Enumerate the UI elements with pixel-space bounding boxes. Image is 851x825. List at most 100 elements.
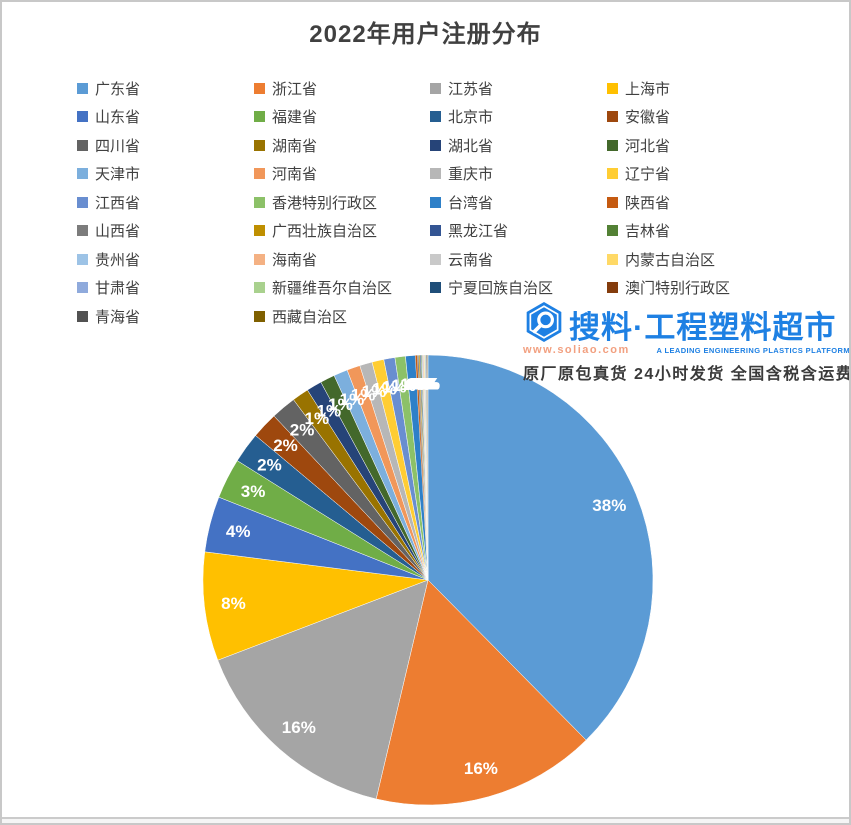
- legend-item[interactable]: 内蒙古自治区: [607, 249, 715, 269]
- legend-label: 河南省: [272, 166, 318, 183]
- legend-item[interactable]: 陕西省: [607, 192, 670, 212]
- legend-item[interactable]: 西藏自治区: [254, 306, 347, 326]
- legend-label: 云南省: [448, 251, 494, 269]
- legend-label: 山东省: [95, 109, 141, 126]
- legend-label: 陕西省: [625, 194, 671, 212]
- legend-item[interactable]: 台湾省: [430, 192, 493, 212]
- legend-label: 江苏省: [448, 80, 494, 98]
- legend-swatch-icon: [77, 225, 88, 236]
- legend-swatch-icon: [254, 253, 265, 265]
- legend-swatch-icon: [607, 253, 618, 265]
- legend-item[interactable]: 云南省: [430, 249, 493, 269]
- legend-item[interactable]: 浙江省: [254, 78, 317, 98]
- legend-item[interactable]: 青海省: [77, 306, 140, 326]
- legend-swatch-icon: [607, 111, 618, 122]
- legend-label: 山西省: [95, 223, 141, 240]
- legend-label: 福建省: [272, 109, 318, 126]
- watermark-brand-text: 搜料·工程塑料超市: [569, 309, 837, 345]
- legend-label: 四川省: [95, 137, 141, 155]
- legend-swatch-icon: [77, 196, 88, 208]
- pie-data-label: 1%: [317, 402, 342, 421]
- legend-item[interactable]: 重庆市: [430, 164, 493, 184]
- legend-item[interactable]: 湖南省: [254, 135, 317, 155]
- legend-item[interactable]: 山西省: [77, 221, 140, 241]
- soliao-watermark: 搜料·工程塑料超市 www.soliao.com A LEADING ENGIN…: [523, 301, 850, 384]
- legend-label: 内蒙古自治区: [625, 251, 716, 269]
- legend-swatch-icon: [607, 225, 618, 236]
- legend-swatch-icon: [430, 139, 441, 151]
- pie-chart: 38%16%16%8%4%3%2%2%2%1%1%1%1%1%1%1%1%1%1…: [202, 354, 654, 806]
- legend-label: 香港特别行政区: [272, 194, 378, 212]
- legend-item[interactable]: 福建省: [254, 107, 317, 127]
- legend-swatch-icon: [430, 225, 441, 236]
- legend-item[interactable]: 贵州省: [77, 249, 140, 269]
- pie-data-label: 1%: [382, 377, 407, 396]
- legend-item[interactable]: 宁夏回族自治区: [430, 278, 553, 298]
- legend-item[interactable]: 河南省: [254, 164, 317, 184]
- pie-data-label: 2%: [257, 455, 282, 474]
- watermark-tagline: A LEADING ENGINEERING PLASTICS PLATFORM: [656, 346, 850, 355]
- pie-slice[interactable]: [202, 551, 429, 661]
- legend-label: 西藏自治区: [272, 308, 348, 326]
- legend-item[interactable]: 海南省: [254, 249, 317, 269]
- legend-item[interactable]: 北京市: [430, 107, 493, 127]
- pie-data-label: 0%: [415, 375, 440, 394]
- pie-data-label: 2%: [290, 420, 315, 439]
- pie-data-label: 0%: [409, 375, 434, 394]
- legend-label: 重庆市: [448, 166, 494, 183]
- pie-data-label: 0%: [411, 375, 436, 394]
- legend-swatch-icon: [254, 310, 265, 322]
- legend-label: 辽宁省: [625, 166, 671, 183]
- legend-item[interactable]: 广西壮族自治区: [254, 221, 377, 241]
- pie-data-label: 0%: [410, 375, 435, 394]
- legend-label: 吉林省: [625, 223, 671, 240]
- legend-swatch-icon: [607, 139, 618, 151]
- legend-item[interactable]: 湖北省: [430, 135, 493, 155]
- legend-label: 甘肃省: [95, 280, 141, 297]
- pie-data-label: 3%: [241, 482, 266, 501]
- legend-item[interactable]: 四川省: [77, 135, 140, 155]
- legend-item[interactable]: 辽宁省: [607, 164, 670, 184]
- legend-label: 黑龙江省: [448, 223, 509, 240]
- legend-item[interactable]: 香港特别行政区: [254, 192, 377, 212]
- bottom-divider: [2, 817, 849, 819]
- legend-swatch-icon: [607, 196, 618, 208]
- legend-item[interactable]: 江西省: [77, 192, 140, 212]
- pie-slice[interactable]: [217, 579, 429, 800]
- legend-label: 上海市: [625, 80, 671, 98]
- legend-label: 湖北省: [448, 137, 494, 155]
- legend-item[interactable]: 安徽省: [607, 107, 670, 127]
- watermark-subline: www.soliao.com A LEADING ENGINEERING PLA…: [523, 344, 850, 356]
- legend-swatch-icon: [77, 310, 88, 322]
- pie-data-label: 0%: [412, 375, 437, 394]
- legend-item[interactable]: 天津市: [77, 164, 140, 184]
- legend-swatch-icon: [77, 139, 88, 151]
- legend-item[interactable]: 澳门特别行政区: [607, 278, 730, 298]
- legend-label: 澳门特别行政区: [625, 280, 731, 297]
- pie-data-label: 1%: [400, 375, 425, 394]
- legend-item[interactable]: 上海市: [607, 78, 670, 98]
- legend-swatch-icon: [77, 282, 88, 293]
- legend-label: 浙江省: [272, 80, 318, 98]
- legend-item[interactable]: 甘肃省: [77, 278, 140, 298]
- pie-data-label: 1%: [351, 386, 376, 405]
- pie-data-label: 2%: [273, 436, 298, 455]
- legend-item[interactable]: 山东省: [77, 107, 140, 127]
- pie-slice[interactable]: [427, 354, 654, 741]
- legend-item[interactable]: 吉林省: [607, 221, 670, 241]
- legend-swatch-icon: [430, 282, 441, 293]
- pie-slice[interactable]: [375, 579, 587, 806]
- legend-item[interactable]: 广东省: [77, 78, 140, 98]
- legend-swatch-icon: [607, 282, 618, 293]
- pie-data-label: 0%: [415, 375, 440, 394]
- legend-label: 海南省: [272, 251, 318, 269]
- soliao-logo-icon: [523, 301, 565, 348]
- legend-label: 湖南省: [272, 137, 318, 155]
- legend-item[interactable]: 黑龙江省: [430, 221, 508, 241]
- legend-label: 贵州省: [95, 251, 141, 269]
- legend-label: 台湾省: [448, 194, 494, 212]
- legend-label: 广西壮族自治区: [272, 223, 378, 240]
- legend-item[interactable]: 新疆维吾尔自治区: [254, 278, 392, 298]
- legend-item[interactable]: 河北省: [607, 135, 670, 155]
- legend-item[interactable]: 江苏省: [430, 78, 493, 98]
